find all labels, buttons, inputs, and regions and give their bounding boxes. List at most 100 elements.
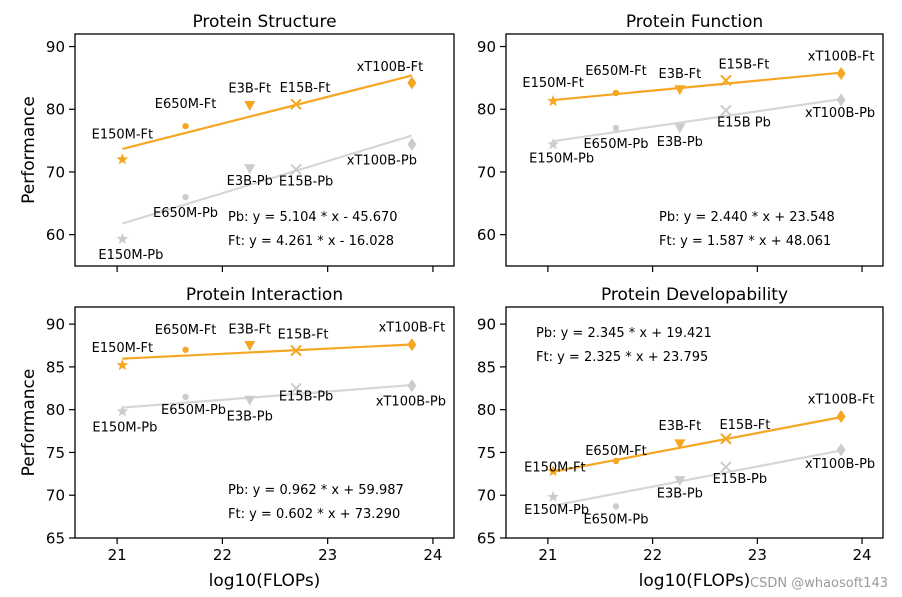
panel-1-point-ft-4 bbox=[290, 98, 302, 110]
panel-4-axes-frame bbox=[505, 306, 884, 539]
panel-1-fit-line-pb bbox=[122, 134, 413, 225]
panel-3-xtick-label: 24 bbox=[423, 546, 442, 564]
panel-2-data-label: E150M-Pb bbox=[529, 151, 594, 166]
panel-1-ytick-label: 70 bbox=[46, 163, 65, 181]
panel-1-data-label: E650M-Ft bbox=[155, 97, 217, 112]
panel-1-data-label: E150M-Pb bbox=[98, 248, 163, 263]
panel-1-data-label: E150M-Ft bbox=[92, 127, 154, 142]
panel-3-point-pb-5 bbox=[407, 379, 417, 393]
panel-3-point-ft-2 bbox=[182, 346, 189, 353]
panel-2-point-pb-2 bbox=[612, 124, 620, 132]
panel-4-fit-line-pb bbox=[552, 449, 842, 507]
panel-4-xtick-label: 22 bbox=[643, 546, 662, 564]
panel-4-data-label: E15B-Ft bbox=[719, 418, 770, 433]
panel-3-equation-pb: Pb: y = 0.962 * x + 59.987 bbox=[228, 483, 404, 498]
panel-3-xtick-label: 23 bbox=[318, 546, 337, 564]
panel-4-data-label: E3B-Ft bbox=[659, 419, 702, 434]
panel-1-point-ft-1 bbox=[116, 153, 129, 165]
panel-1-point-pb-3 bbox=[244, 164, 256, 175]
panel-2-data-label: xT100B-Pb bbox=[805, 106, 875, 121]
panel-3-xlabel: log10(FLOPs) bbox=[209, 571, 321, 591]
panel-1-data-label: E15B-Ft bbox=[280, 81, 331, 96]
panel-3-ytick-label: 75 bbox=[46, 444, 65, 462]
panel-4-ytick-label: 65 bbox=[477, 530, 496, 548]
panel-2-point-pb-3 bbox=[674, 123, 686, 134]
panel-1-point-pb-1 bbox=[116, 232, 129, 245]
panel-1-title: Protein Structure bbox=[192, 12, 336, 32]
panel-3-point-ft-1 bbox=[116, 358, 129, 371]
panel-1-ytick-label: 80 bbox=[46, 101, 65, 119]
panel-2-point-ft-3 bbox=[674, 85, 686, 96]
panel-3-data-label: E15B-Ft bbox=[278, 328, 329, 343]
panel-1-point-pb-4 bbox=[290, 163, 302, 176]
panel-2-ytick-label: 90 bbox=[477, 38, 496, 56]
panel-4-fit-line-ft bbox=[552, 416, 842, 473]
panel-1-point-pb-5 bbox=[407, 137, 417, 151]
panel-4-point-pb-1 bbox=[547, 490, 560, 502]
panel-4-point-ft-2 bbox=[612, 457, 620, 465]
panel-3-data-label: E650M-Ft bbox=[155, 323, 217, 338]
panel-1-data-label: xT100B-Pb bbox=[347, 153, 417, 168]
panel-3-data-label: E150M-Pb bbox=[92, 420, 157, 435]
panel-4-point-pb-4 bbox=[720, 461, 732, 473]
panel-2-ytick-label: 80 bbox=[477, 101, 496, 119]
panel-4-ytick-label: 75 bbox=[477, 444, 496, 462]
panel-4-data-label: E3B-Pb bbox=[657, 487, 703, 502]
panel-4-data-label: xT100B-Ft bbox=[808, 393, 875, 408]
panel-4-ytick-label: 80 bbox=[477, 401, 496, 419]
panel-2-equation-pb: Pb: y = 2.440 * x + 23.548 bbox=[659, 210, 835, 225]
panel-1-ytick-label: 60 bbox=[46, 226, 65, 244]
panel-2-data-label: E15B Pb bbox=[717, 115, 771, 130]
panel-2-point-ft-4 bbox=[720, 74, 732, 87]
panel-2-point-pb-5 bbox=[836, 93, 846, 107]
panel-1-data-label: xT100B-Ft bbox=[357, 60, 424, 75]
panel-3-data-label: xT100B-Ft bbox=[379, 321, 446, 336]
panel-3-data-label: E150M-Ft bbox=[92, 341, 154, 356]
panel-3-data-label: E3B-Ft bbox=[228, 323, 271, 338]
panel-1-axes-frame bbox=[74, 33, 455, 267]
panel-4-xtick-label: 21 bbox=[538, 546, 557, 564]
panel-4-data-label: E150M-Ft bbox=[524, 460, 586, 475]
panel-4-data-label: E650M-Ft bbox=[585, 444, 647, 459]
panel-1-data-label: E650M-Pb bbox=[153, 206, 218, 221]
panel-3-fit-line-ft bbox=[122, 343, 412, 360]
panel-2-data-label: E3B-Ft bbox=[659, 67, 702, 82]
panel-2-title: Protein Function bbox=[626, 12, 763, 32]
panel-1-point-ft-5 bbox=[407, 76, 417, 90]
panel-3-point-pb-2 bbox=[182, 393, 189, 401]
panel-2-point-ft-2 bbox=[612, 89, 620, 97]
panel-2-data-label: xT100B-Ft bbox=[808, 50, 875, 65]
panel-3-fit-line-pb bbox=[122, 383, 412, 409]
panel-2-ytick-label: 70 bbox=[477, 163, 496, 181]
panel-2-equation-ft: Ft: y = 1.587 * x + 48.061 bbox=[659, 234, 831, 249]
panel-4-point-ft-1 bbox=[547, 465, 560, 477]
panel-2-fit-line-pb bbox=[552, 97, 842, 143]
panel-3-axes-frame bbox=[74, 306, 455, 539]
panel-1-point-pb-2 bbox=[182, 193, 189, 201]
panel-3-data-label: E15B-Pb bbox=[279, 389, 333, 404]
panel-1-equation-pb: Pb: y = 5.104 * x - 45.670 bbox=[228, 210, 398, 225]
panel-2-data-label: E650M-Ft bbox=[585, 64, 647, 79]
panel-3-ytick-label: 70 bbox=[46, 487, 65, 505]
panel-1-data-label: E3B-Ft bbox=[228, 81, 271, 96]
panel-4-ytick-label: 90 bbox=[477, 316, 496, 334]
panel-1-point-ft-3 bbox=[244, 100, 256, 111]
panel-4-data-label: xT100B-Pb bbox=[805, 457, 875, 472]
panel-4-data-label: E650M-Pb bbox=[583, 512, 648, 527]
panel-4-point-ft-5 bbox=[836, 410, 846, 424]
panel-4-xtick-label: 23 bbox=[748, 546, 767, 564]
panel-4-xtick-label: 24 bbox=[853, 546, 872, 564]
panel-3-equation-ft: Ft: y = 0.602 * x + 73.290 bbox=[228, 507, 400, 522]
panel-4-point-ft-3 bbox=[674, 439, 686, 450]
panel-4-ytick-label: 70 bbox=[477, 487, 496, 505]
panel-2-point-ft-5 bbox=[836, 67, 846, 81]
panel-4-title: Protein Developability bbox=[601, 285, 788, 305]
panel-4-point-ft-4 bbox=[720, 433, 732, 445]
panel-4-equation-pb: Pb: y = 2.345 * x + 19.421 bbox=[536, 326, 712, 341]
panel-4-xlabel: log10(FLOPs) bbox=[639, 571, 751, 591]
panel-2-point-ft-1 bbox=[547, 94, 560, 107]
panel-3-ylabel: Performance bbox=[19, 369, 39, 477]
panel-4-equation-ft: Ft: y = 2.325 * x + 23.795 bbox=[536, 350, 708, 365]
panel-3-ytick-label: 65 bbox=[46, 530, 65, 548]
panel-3-xtick-label: 22 bbox=[213, 546, 232, 564]
